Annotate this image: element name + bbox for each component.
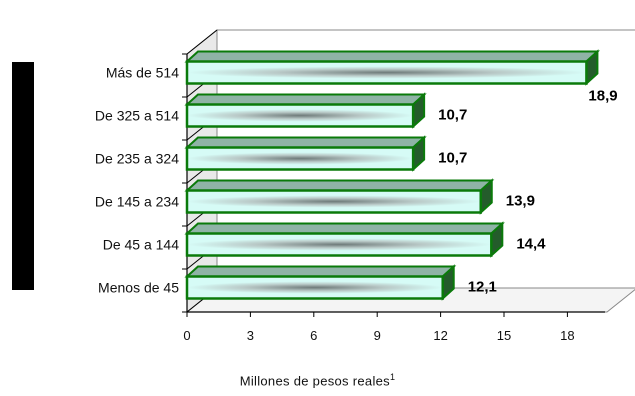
bar-top-face — [184, 222, 505, 235]
category-label: De 325 a 514 — [95, 108, 179, 124]
bar-top-face — [184, 93, 427, 106]
category-label: De 145 a 234 — [95, 194, 179, 210]
bar-top-face — [184, 50, 601, 63]
bar — [185, 189, 483, 214]
bar — [185, 60, 588, 85]
data-label: 13,9 — [506, 193, 535, 210]
category-label: De 45 a 144 — [103, 237, 179, 253]
bar — [185, 146, 415, 171]
x-tick-label: 0 — [183, 328, 190, 343]
side-black-bar — [12, 62, 34, 290]
x-tick-label: 9 — [374, 328, 381, 343]
bar — [185, 103, 415, 128]
bar-top-face — [184, 136, 427, 149]
x-tick-label: 6 — [310, 328, 317, 343]
bar-top-face — [184, 265, 457, 278]
x-tick-label: 18 — [560, 328, 574, 343]
data-label: 12,1 — [468, 279, 497, 296]
x-tick-label: 12 — [433, 328, 447, 343]
data-label: 10,7 — [438, 107, 467, 124]
x-axis-title-superscript: 1 — [389, 372, 396, 382]
data-label: 10,7 — [438, 150, 467, 167]
category-label: Más de 514 — [106, 65, 179, 81]
data-label: 14,4 — [516, 236, 546, 253]
x-tick-label: 3 — [247, 328, 254, 343]
bar — [185, 275, 444, 300]
x-axis-title: Millones de pesos reales1 — [0, 372, 635, 388]
data-label: 18,9 — [588, 88, 617, 105]
x-axis-title-text: Millones de pesos reales — [239, 373, 390, 389]
category-label: Menos de 45 — [98, 280, 179, 296]
category-label: De 235 a 324 — [95, 151, 179, 167]
y-gridline-diagonal — [186, 29, 218, 55]
bar — [185, 232, 493, 257]
x-tick-label: 15 — [497, 328, 511, 343]
bar-top-face — [184, 179, 495, 192]
